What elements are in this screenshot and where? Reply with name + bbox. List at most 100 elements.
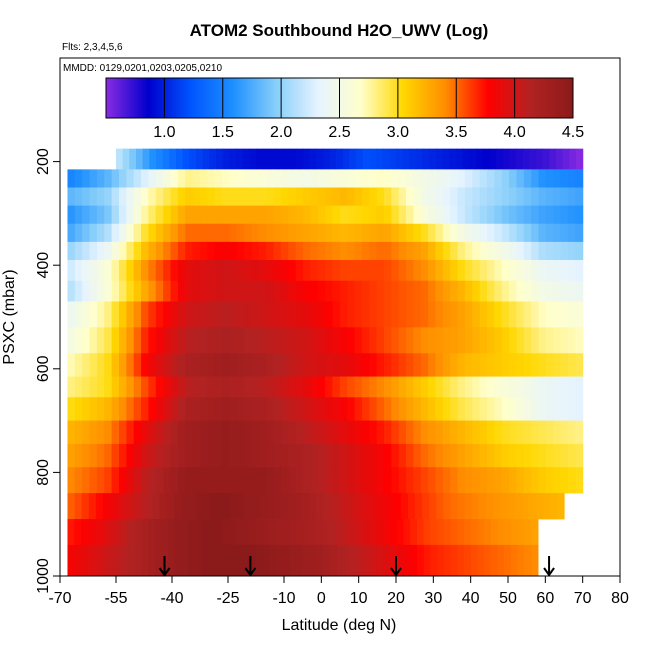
- heatmap-cell: [222, 544, 230, 576]
- heatmap-cell: [216, 148, 224, 170]
- heatmap-cell: [494, 280, 503, 302]
- heatmap-cell: [369, 420, 378, 445]
- heatmap-cell: [177, 223, 186, 243]
- heatmap-cell: [376, 544, 384, 576]
- heatmap-cell: [428, 353, 437, 377]
- heatmap-cell: [501, 205, 510, 225]
- heatmap-cell: [94, 544, 102, 576]
- heatmap-cell: [457, 519, 465, 546]
- heatmap-cell: [420, 260, 429, 282]
- heatmap-cell: [273, 301, 282, 328]
- heatmap-cell: [479, 205, 488, 225]
- heatmap-cell: [96, 376, 105, 398]
- heatmap-cell: [199, 301, 208, 328]
- heatmap-cell: [295, 397, 304, 421]
- heatmap-cell: [152, 493, 161, 520]
- heatmap-cell: [199, 223, 208, 243]
- heatmap-cell: [575, 397, 584, 421]
- arrow-marker: [390, 556, 402, 577]
- heatmap-cell: [545, 397, 554, 421]
- heatmap-cell: [185, 420, 194, 445]
- heatmap-cell: [310, 467, 319, 494]
- heatmap-cell: [207, 443, 216, 468]
- heatmap-cell: [96, 280, 105, 302]
- heatmap-cell: [442, 397, 451, 421]
- heatmap-cell: [383, 260, 392, 282]
- heatmap-cell: [207, 260, 216, 282]
- heatmap-cell: [185, 241, 194, 261]
- heatmap-cell: [155, 223, 164, 243]
- heatmap-cell: [104, 260, 113, 282]
- heatmap-cell: [163, 205, 172, 225]
- heatmap-cell: [96, 260, 105, 282]
- heatmap-cell: [347, 260, 356, 282]
- heatmap-cell: [516, 397, 525, 421]
- heatmap-cell: [111, 376, 120, 398]
- heatmap-cell: [273, 397, 282, 421]
- heatmap-cell: [244, 301, 253, 328]
- heatmap-cell: [486, 397, 495, 421]
- heatmap-cell: [516, 327, 525, 354]
- heatmap-cell: [342, 148, 350, 170]
- heatmap-cell: [472, 241, 481, 261]
- heatmap-cell: [450, 205, 459, 225]
- colorbar-tick-label: 1.0: [153, 124, 175, 141]
- heatmap-cell: [509, 327, 518, 354]
- heatmap-cell: [229, 353, 238, 377]
- heatmap-cell: [302, 280, 311, 302]
- heatmap-cell: [214, 223, 223, 243]
- heatmap-cell: [398, 353, 407, 377]
- heatmap-cell: [222, 397, 230, 421]
- heatmap-cell: [347, 241, 356, 261]
- heatmap-cell: [325, 241, 334, 261]
- heatmap-cell: [494, 301, 503, 328]
- heatmap-cell: [282, 148, 290, 170]
- heatmap-cell: [310, 223, 319, 243]
- heatmap-cell: [258, 376, 267, 398]
- heatmap-cell: [96, 169, 105, 188]
- heatmap-cell: [354, 301, 363, 328]
- heatmap-cell: [96, 327, 105, 354]
- heatmap-cell: [523, 241, 532, 261]
- heatmap-cell: [413, 223, 422, 243]
- heatmap-cell: [280, 223, 289, 243]
- heatmap-cell: [479, 397, 488, 421]
- heatmap-cell: [295, 327, 304, 354]
- heatmap-cell: [479, 467, 488, 494]
- heatmap-cell: [383, 280, 392, 302]
- heatmap-cell: [199, 205, 208, 225]
- heatmap-cell: [391, 443, 400, 468]
- heatmap-cell: [516, 260, 525, 282]
- heatmap-cell: [538, 397, 547, 421]
- x-tick-label: 70: [574, 590, 592, 607]
- heatmap-cell: [222, 301, 230, 328]
- heatmap-cell: [575, 187, 584, 207]
- heatmap-cell: [435, 327, 444, 354]
- heatmap-cell: [107, 519, 116, 546]
- heatmap-cell: [369, 443, 378, 468]
- heatmap-cell: [420, 205, 429, 225]
- heatmap-cell: [361, 241, 370, 261]
- heatmap-cell: [339, 397, 348, 421]
- heatmap-cell: [553, 467, 562, 494]
- heatmap-cell: [369, 327, 378, 354]
- heatmap-cell: [369, 187, 378, 207]
- heatmap-cell: [251, 169, 260, 188]
- heatmap-cell: [531, 280, 540, 302]
- heatmap-cell: [383, 376, 392, 398]
- heatmap-cell: [118, 397, 127, 421]
- heatmap-cell: [420, 187, 429, 207]
- heatmap-cell: [148, 443, 157, 468]
- heatmap-cell: [258, 187, 267, 207]
- heatmap-cell: [336, 519, 344, 546]
- heatmap-layer: [67, 205, 584, 225]
- heatmap-cell: [148, 519, 156, 546]
- heatmap-cell: [531, 519, 539, 546]
- heatmap-cell: [553, 187, 562, 207]
- heatmap-cell: [369, 260, 378, 282]
- heatmap-cell: [376, 148, 384, 170]
- heatmap-cell: [428, 301, 437, 328]
- heatmap-cell: [310, 187, 319, 207]
- heatmap-cell: [501, 169, 510, 188]
- heatmap-cell: [376, 280, 385, 302]
